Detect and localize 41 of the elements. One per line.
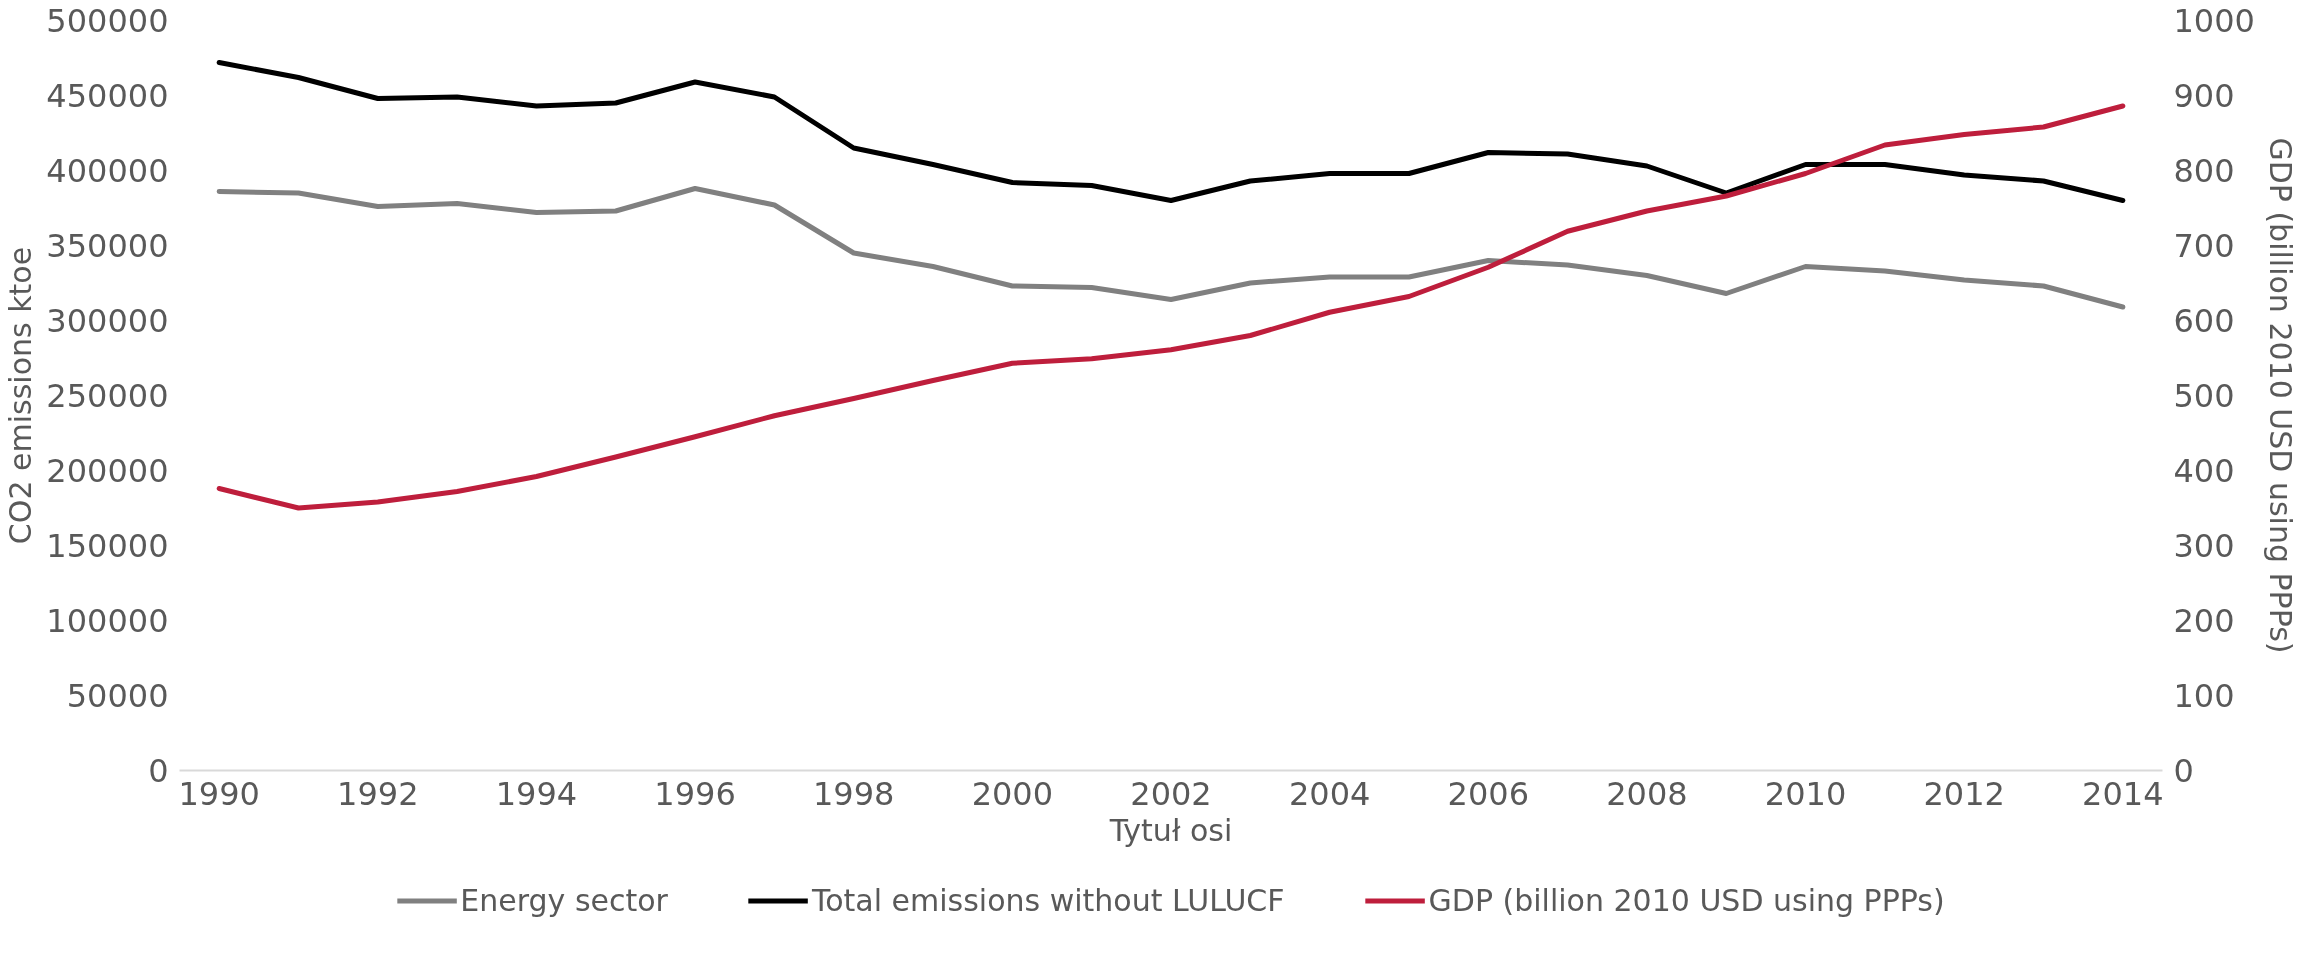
- y2-tick-label: 400: [2173, 452, 2235, 490]
- legend-label: GDP (billion 2010 USD using PPPs): [1428, 882, 1945, 918]
- y2-tick-label: 100: [2173, 677, 2235, 715]
- legend-label: Total emissions without LULUCF: [811, 882, 1285, 918]
- x-tick-label: 1996: [654, 774, 736, 813]
- y-tick-label: 450000: [46, 77, 169, 115]
- x-tick-label: 2000: [971, 774, 1054, 813]
- x-tick-label: 2002: [1130, 774, 1212, 813]
- y-tick-label: 50000: [66, 677, 169, 715]
- y2-tick-label: 0: [2173, 752, 2194, 790]
- x-tick-label: 2014: [2082, 774, 2164, 813]
- y2-tick-label: 300: [2173, 527, 2235, 565]
- y-tick-label: 350000: [46, 227, 169, 265]
- x-tick-label: 2010: [1764, 774, 1847, 813]
- y-tick-label: 250000: [46, 377, 169, 415]
- x-tick-label: 1998: [813, 774, 895, 813]
- y-tick-label: 200000: [46, 452, 169, 490]
- y2-tick-label: 900: [2173, 77, 2235, 115]
- y2-axis-title: GDP (billion 2010 USD using PPPs): [2262, 137, 2298, 654]
- x-tick-label: 1992: [337, 774, 419, 813]
- x-tick-label: 2006: [1447, 774, 1529, 813]
- x-tick-label: 2004: [1288, 774, 1371, 813]
- y2-tick-label: 1000: [2173, 2, 2255, 40]
- y-tick-label: 500000: [46, 2, 169, 40]
- x-tick-label: 2008: [1606, 774, 1688, 813]
- x-axis-title: Tytuł osi: [1108, 812, 1233, 848]
- y2-tick-label: 800: [2173, 152, 2235, 190]
- y-tick-label: 400000: [46, 152, 169, 190]
- y-tick-label: 100000: [46, 602, 169, 640]
- y-tick-label: 300000: [46, 302, 169, 340]
- x-tick-label: 2012: [1923, 774, 2005, 813]
- x-tick-label: 1990: [178, 774, 260, 813]
- legend-label: Energy sector: [460, 882, 668, 918]
- y2-tick-label: 700: [2173, 227, 2235, 265]
- x-tick-label: 1994: [495, 774, 578, 813]
- y2-tick-label: 600: [2173, 302, 2235, 340]
- y-tick-label: 150000: [46, 527, 169, 565]
- y2-tick-label: 200: [2173, 602, 2235, 640]
- y2-tick-label: 500: [2173, 377, 2235, 415]
- y-axis-title: CO2 emissions ktoe: [3, 246, 39, 545]
- y-tick-label: 0: [148, 752, 169, 790]
